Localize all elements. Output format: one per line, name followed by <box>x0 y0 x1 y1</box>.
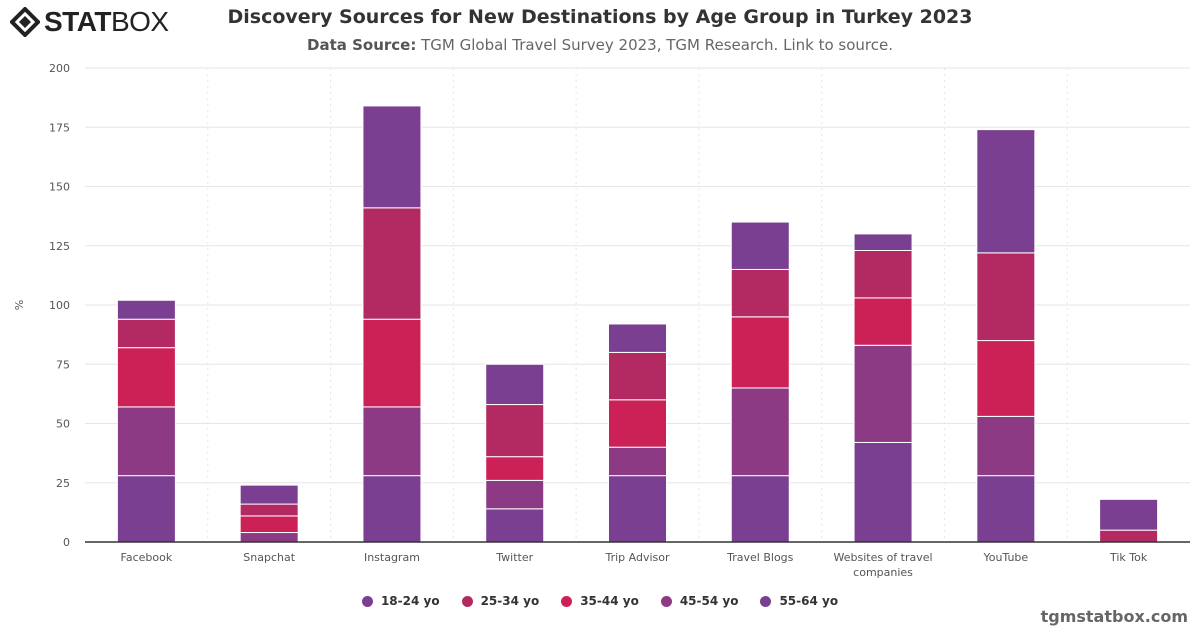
bar-segment[interactable] <box>116 318 176 349</box>
y-tick-label: 0 <box>63 536 70 549</box>
legend-item[interactable]: 45-54 yo <box>660 594 739 608</box>
bar-segment[interactable] <box>608 323 667 353</box>
legend-label: 25-34 yo <box>480 594 540 608</box>
source-link[interactable]: TGM Global Travel Survey 2023, TGM Resea… <box>421 36 893 54</box>
bar-segment[interactable] <box>485 363 545 406</box>
bar-segment[interactable] <box>239 484 299 505</box>
bar-segment[interactable] <box>362 105 422 209</box>
legend-dot-icon <box>660 595 672 607</box>
bar-segment[interactable] <box>239 532 299 543</box>
legend-item[interactable]: 35-44 yo <box>561 594 639 608</box>
y-tick-label: 150 <box>49 181 70 194</box>
legend-label: 45-54 yo <box>679 594 739 608</box>
y-tick-label: 175 <box>49 121 70 134</box>
bar-segment[interactable] <box>485 508 545 543</box>
footer-site[interactable]: tgmstatbox.com <box>1040 607 1188 626</box>
bar-segment[interactable] <box>853 233 913 251</box>
x-tick-label: Websites of travel <box>834 551 933 564</box>
legend-item[interactable]: 25-34 yo <box>461 594 540 608</box>
legend-dot-icon <box>461 595 473 607</box>
statbox-logo[interactable]: STATBOX <box>10 6 169 38</box>
bar-segment[interactable] <box>1099 529 1159 543</box>
bar-segment[interactable] <box>976 129 1036 254</box>
bar-segment[interactable] <box>485 404 545 458</box>
bar-segment[interactable] <box>116 347 176 408</box>
bar-segment[interactable] <box>976 475 1036 543</box>
x-tick-label: Travel Blogs <box>726 551 794 564</box>
logo-text: STATBOX <box>44 6 169 37</box>
legend-label: 18-24 yo <box>380 594 440 608</box>
bar-segment[interactable] <box>976 252 1036 342</box>
legend-label: 55-64 yo <box>779 594 839 608</box>
x-tick-label: Instagram <box>364 551 420 564</box>
bar-segment[interactable] <box>239 503 299 517</box>
bar-segment[interactable] <box>485 479 545 510</box>
bar-segment[interactable] <box>608 399 667 448</box>
y-tick-label: 200 <box>49 62 70 75</box>
bar-segment[interactable] <box>116 299 176 320</box>
x-tick-label: Facebook <box>121 551 173 564</box>
bar-segment[interactable] <box>608 351 667 401</box>
legend-dot-icon <box>561 595 573 607</box>
bar-segment[interactable] <box>976 340 1036 417</box>
bar-segment[interactable] <box>362 475 422 543</box>
bar-segment[interactable] <box>362 318 422 408</box>
bar-segment[interactable] <box>362 207 422 320</box>
y-axis-label: % <box>13 300 26 310</box>
logo-diamond-icon <box>10 7 40 37</box>
bar-segment[interactable] <box>239 515 299 534</box>
bar-segment[interactable] <box>730 221 790 270</box>
x-tick-label: companies <box>853 566 913 579</box>
y-tick-label: 75 <box>56 358 70 371</box>
legend-item[interactable]: 18-24 yo <box>361 594 440 608</box>
bar-segment[interactable] <box>116 406 176 477</box>
bar-segment[interactable] <box>608 475 667 543</box>
source-label: Data Source: <box>307 36 417 54</box>
y-tick-label: 100 <box>49 299 70 312</box>
x-tick-label: Snapchat <box>243 551 295 564</box>
bar-segment[interactable] <box>853 297 913 346</box>
chart-title: Discovery Sources for New Destinations b… <box>227 6 973 28</box>
bar-segment[interactable] <box>853 249 913 299</box>
bar-segment[interactable] <box>485 456 545 481</box>
x-tick-label: Twitter <box>495 551 533 564</box>
x-tick-label: YouTube <box>982 551 1028 564</box>
bar-segment[interactable] <box>976 415 1036 477</box>
y-tick-label: 125 <box>49 240 70 253</box>
legend-dot-icon <box>361 595 373 607</box>
y-tick-label: 50 <box>56 418 70 431</box>
bar-segment[interactable] <box>853 344 913 443</box>
bar-segment[interactable] <box>730 316 790 389</box>
bar-segment[interactable] <box>730 475 790 543</box>
bar-segment[interactable] <box>1099 498 1159 531</box>
legend-dot-icon <box>760 595 772 607</box>
legend-item[interactable]: 55-64 yo <box>760 594 838 608</box>
chart-subtitle[interactable]: Data Source: TGM Global Travel Survey 20… <box>0 36 1200 54</box>
bar-segment[interactable] <box>608 446 667 477</box>
legend: 18-24 yo 25-34 yo 35-44 yo 45-54 yo 55-64 yo <box>0 594 1200 608</box>
bar-segment[interactable] <box>853 441 913 543</box>
bar-segment[interactable] <box>730 387 790 477</box>
x-tick-label: Tik Tok <box>1109 551 1148 564</box>
legend-label: 35-44 yo <box>580 594 639 608</box>
bar-segment[interactable] <box>362 406 422 477</box>
bar-segment[interactable] <box>730 268 790 318</box>
bar-segment[interactable] <box>116 475 176 543</box>
y-tick-label: 25 <box>56 477 70 490</box>
x-tick-label: Trip Advisor <box>604 551 670 564</box>
